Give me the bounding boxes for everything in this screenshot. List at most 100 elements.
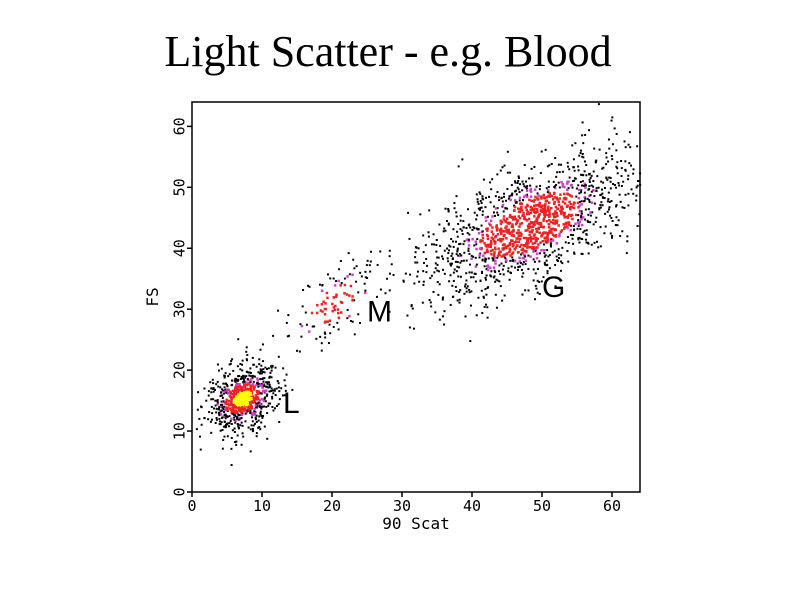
density-point	[404, 272, 407, 275]
density-point	[569, 228, 572, 232]
density-point	[441, 296, 444, 299]
density-point	[567, 260, 570, 263]
density-point	[616, 167, 619, 170]
density-point	[494, 195, 497, 198]
density-point	[533, 207, 536, 210]
density-point	[392, 273, 395, 276]
density-point	[284, 389, 287, 392]
density-point	[555, 219, 559, 222]
density-point	[318, 283, 321, 286]
density-point	[477, 202, 480, 205]
density-point	[216, 399, 219, 402]
density-point	[533, 260, 536, 263]
density-point	[491, 226, 494, 229]
density-point	[456, 235, 459, 238]
density-point	[512, 218, 515, 221]
density-point	[485, 196, 488, 199]
density-point	[320, 342, 323, 345]
density-point	[599, 206, 602, 209]
density-point	[517, 175, 520, 178]
density-point	[589, 176, 592, 179]
density-point	[230, 463, 233, 466]
density-point	[519, 237, 522, 241]
density-point	[489, 219, 493, 223]
density-point	[465, 259, 468, 262]
density-point	[534, 298, 537, 301]
density-point	[538, 188, 541, 191]
density-point	[522, 272, 525, 275]
density-point	[583, 160, 586, 163]
density-point	[559, 193, 562, 196]
density-point	[579, 152, 582, 155]
density-point	[536, 246, 539, 249]
density-point	[256, 382, 259, 385]
density-point	[249, 428, 252, 431]
density-point	[210, 391, 213, 394]
density-point	[355, 265, 358, 268]
density-point	[449, 262, 452, 265]
density-point	[283, 379, 286, 382]
density-point	[566, 204, 569, 207]
density-point	[489, 242, 493, 245]
density-point	[584, 184, 587, 187]
density-point	[529, 239, 533, 243]
density-point	[286, 335, 289, 338]
density-point	[632, 168, 635, 171]
density-point	[569, 184, 573, 187]
density-point	[295, 349, 298, 352]
density-point	[544, 148, 547, 151]
density-point	[439, 244, 442, 247]
density-point	[543, 263, 546, 266]
density-point	[459, 219, 462, 222]
density-point	[570, 213, 574, 217]
density-point	[585, 229, 588, 232]
density-point	[469, 304, 472, 307]
density-point	[338, 268, 341, 271]
density-point	[607, 138, 610, 141]
density-point	[484, 219, 488, 223]
density-point	[508, 215, 512, 219]
density-point	[242, 378, 245, 381]
density-point	[207, 390, 210, 393]
density-point	[580, 191, 583, 194]
density-point	[511, 225, 514, 228]
density-point	[430, 274, 433, 277]
density-point	[536, 268, 539, 271]
density-point	[482, 254, 485, 258]
density-point	[463, 251, 466, 254]
density-point	[418, 280, 421, 283]
density-point	[230, 447, 233, 450]
density-point	[476, 214, 479, 217]
density-point	[366, 259, 369, 262]
density-point	[553, 228, 556, 232]
density-point	[551, 239, 555, 242]
density-point	[487, 243, 490, 247]
density-point	[551, 251, 554, 254]
density-point	[240, 421, 243, 424]
density-point	[485, 268, 488, 271]
density-point	[332, 306, 336, 309]
density-point	[635, 194, 638, 197]
density-point	[479, 199, 482, 202]
density-point	[518, 191, 521, 194]
density-point	[454, 260, 457, 263]
density-point	[493, 269, 496, 272]
density-point	[247, 371, 250, 374]
density-point	[536, 221, 539, 225]
density-point	[513, 248, 516, 251]
density-point	[578, 201, 581, 204]
density-point	[571, 144, 574, 147]
density-point	[410, 304, 413, 307]
density-point	[224, 413, 227, 416]
density-point	[541, 232, 545, 235]
density-point	[486, 229, 489, 232]
density-point	[495, 306, 498, 309]
density-point	[228, 373, 231, 376]
density-point	[534, 211, 537, 215]
density-point	[459, 261, 462, 264]
density-point	[249, 410, 252, 413]
density-point	[277, 309, 280, 312]
density-point	[472, 255, 475, 258]
density-point	[536, 279, 539, 282]
density-point	[539, 223, 543, 226]
